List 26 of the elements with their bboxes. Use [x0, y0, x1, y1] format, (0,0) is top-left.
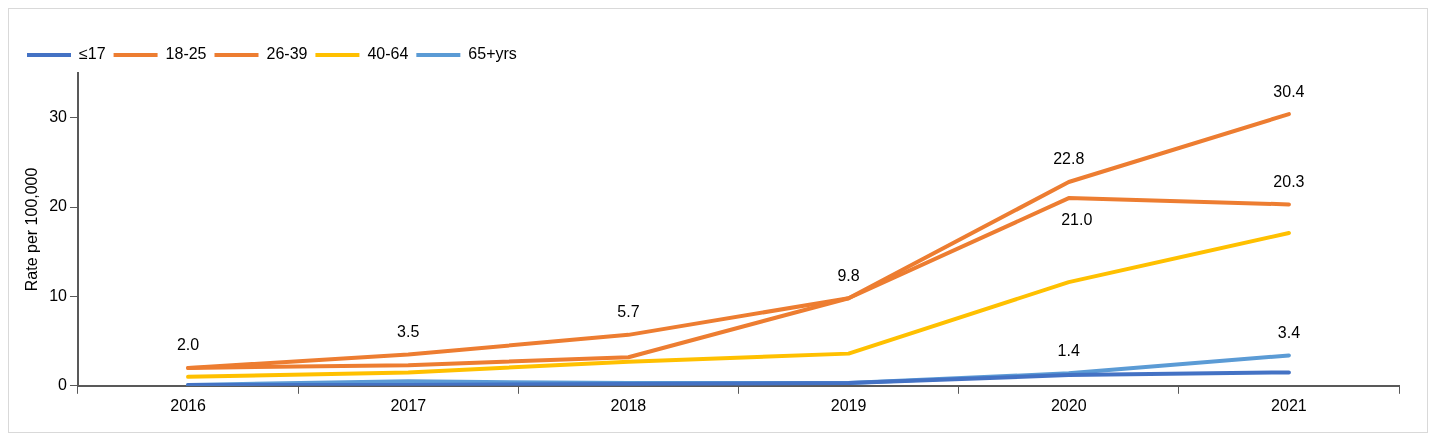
legend-label: 40-64 [367, 45, 409, 63]
data-label: 2.0 [176, 336, 200, 354]
data-label: 30.4 [1273, 82, 1305, 100]
data-label: 3.4 [1277, 323, 1301, 341]
x-tick-label: 2018 [610, 396, 647, 414]
x-tick-label: 2019 [830, 396, 867, 414]
x-tick-label: 2016 [170, 396, 206, 414]
legend-label: 65+yrs [468, 45, 517, 63]
x-tick-label: 2017 [390, 396, 427, 414]
data-label: 20.3 [1273, 172, 1305, 190]
legend-label: 18-25 [165, 45, 207, 63]
y-tick-label: 30 [49, 108, 68, 126]
legend-label: 26-39 [266, 45, 308, 63]
data-label: 9.8 [837, 266, 860, 284]
data-label: 21.0 [1061, 210, 1093, 228]
y-tick-label: 10 [49, 286, 68, 304]
y-tick-label: 20 [49, 197, 68, 215]
y-axis-title: Rate per 100,000 [23, 167, 41, 292]
data-label: 5.7 [617, 303, 640, 321]
y-tick-label: 0 [58, 376, 68, 394]
x-tick-label: 2020 [1050, 396, 1087, 414]
x-tick-label: 2021 [1271, 396, 1307, 414]
data-label: 3.5 [397, 322, 420, 340]
data-label: 22.8 [1053, 150, 1085, 168]
legend-label: ≤17 [79, 45, 106, 63]
data-label: 1.4 [1057, 341, 1080, 359]
